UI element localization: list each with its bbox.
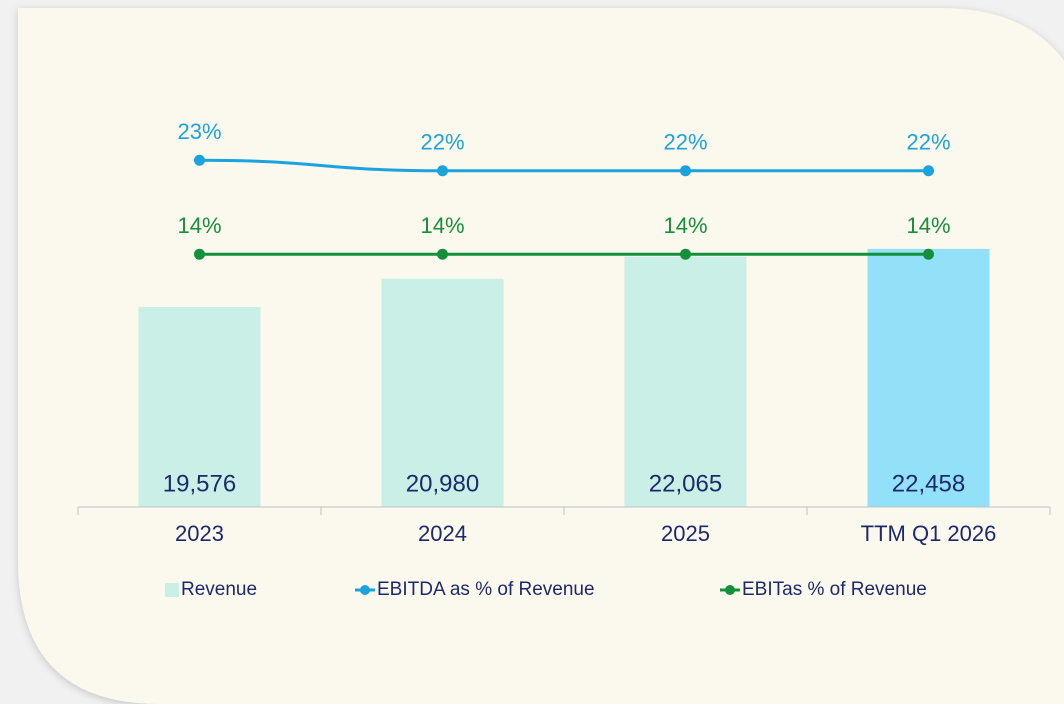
line-point [923, 165, 934, 177]
line-value-label: 22% [906, 130, 950, 155]
bar [867, 248, 990, 507]
line-value-label: 14% [177, 213, 221, 238]
card [18, 8, 1064, 704]
legend-label: EBITas % of Revenue [742, 579, 927, 600]
line-value-label: 22% [420, 130, 464, 155]
bar-value-label: 22,065 [649, 470, 722, 497]
bar-value-label: 20,980 [406, 470, 479, 497]
line-point [923, 248, 934, 260]
bar [138, 306, 261, 507]
bar [381, 278, 504, 507]
x-tick-label: 2025 [661, 521, 710, 546]
line-point [437, 165, 448, 177]
bar-value-label: 19,576 [163, 470, 236, 497]
x-tick-label: 2024 [418, 521, 467, 546]
x-tick-label: 2023 [175, 521, 224, 546]
bar-value-label: 22,458 [892, 470, 965, 497]
legend-swatch [165, 583, 179, 597]
line-value-label: 14% [420, 213, 464, 238]
line [199, 158, 929, 173]
line-value-label: 22% [663, 130, 707, 155]
line-point [194, 248, 205, 260]
legend-swatch [725, 585, 735, 595]
line-value-label: 23% [177, 119, 221, 144]
line-value-label: 14% [906, 213, 950, 238]
bar [624, 256, 747, 507]
line-point [680, 165, 691, 177]
x-tick-label: TTM Q1 2026 [861, 521, 997, 546]
legend-swatch [360, 585, 370, 595]
line-point [680, 248, 691, 260]
legend-label: Revenue [181, 579, 257, 600]
line-point [194, 154, 205, 166]
legend-label: EBITDA as % of Revenue [377, 579, 595, 600]
line-value-label: 14% [663, 213, 707, 238]
line-point [437, 248, 448, 260]
